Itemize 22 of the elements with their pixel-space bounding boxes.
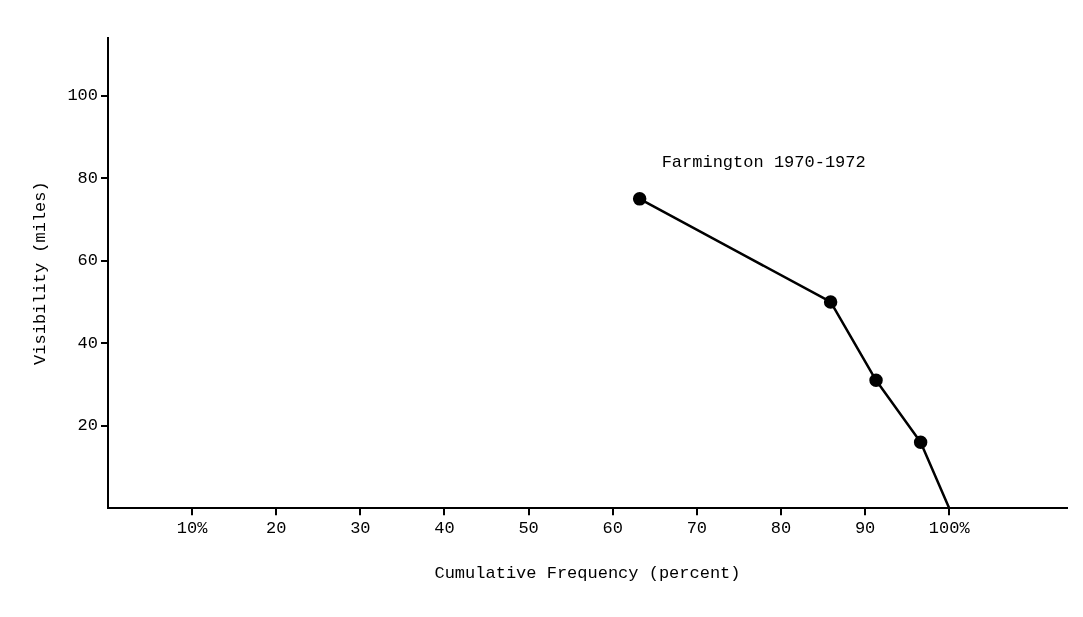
point	[913, 435, 928, 449]
x-tick-label: 50	[518, 518, 539, 538]
x-tick-label: 30	[350, 518, 371, 538]
y-tick-label: 20	[77, 416, 98, 436]
x-tick-label: 80	[770, 518, 792, 538]
y-tick-label: 40	[77, 333, 98, 353]
x-tick-label: 60	[602, 518, 623, 538]
x-tick-label: 100%	[928, 518, 971, 538]
series-label: Farmington 1970-1972	[661, 152, 866, 172]
x-tick-label: 40	[434, 518, 455, 538]
y-tick-label: 80	[77, 168, 98, 188]
x-axis-title: Cumulative Frequency (percent)	[434, 564, 741, 584]
point	[823, 295, 838, 309]
point	[869, 373, 883, 388]
x-tick-label: 90	[854, 518, 876, 538]
point	[632, 192, 647, 206]
x-tick-label: 70	[686, 518, 708, 538]
x-tick-label: 20	[266, 518, 287, 538]
y-tick-label: 60	[77, 251, 98, 271]
y-tick-label: 100	[67, 86, 98, 106]
y-axis-title: Visibility (miles)	[30, 181, 50, 365]
x-tick-label: 10%	[176, 518, 209, 538]
